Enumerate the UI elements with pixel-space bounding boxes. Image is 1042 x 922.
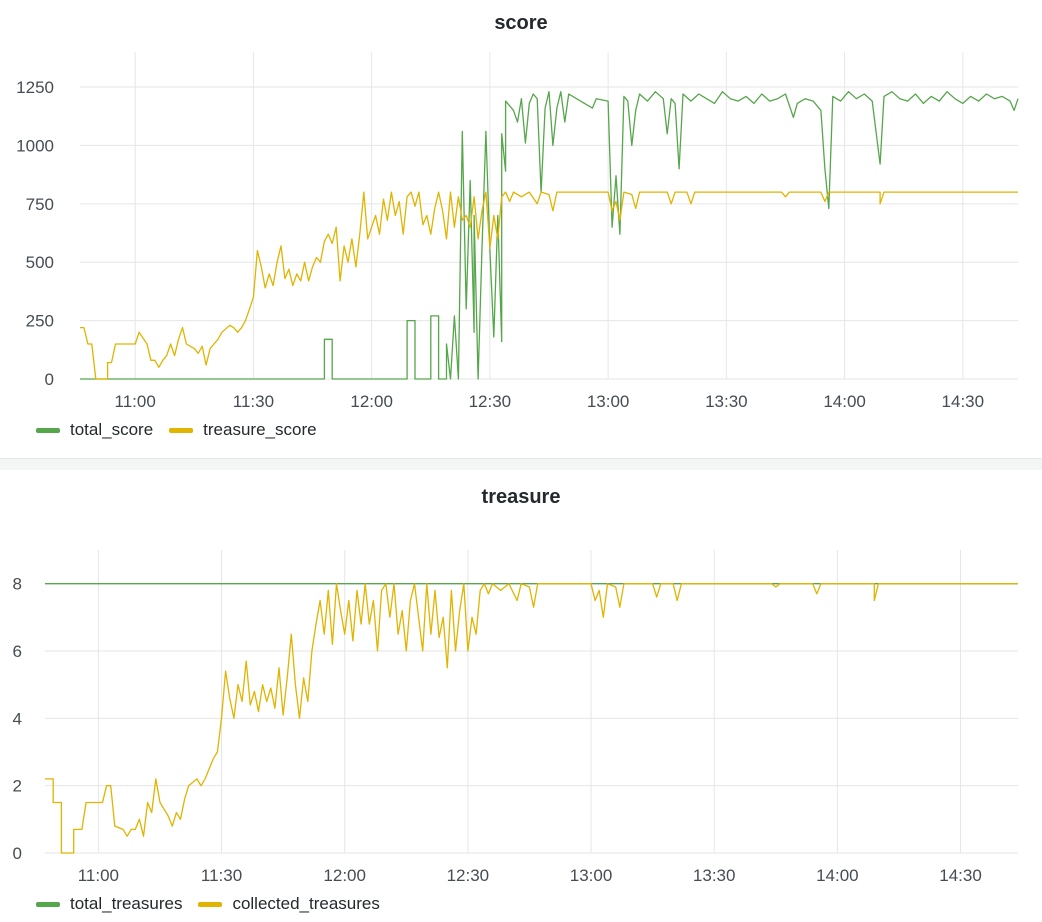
y-tick-label: 6 bbox=[13, 642, 22, 661]
x-tick-label: 11:30 bbox=[201, 866, 242, 885]
treasure-panel: treasure 0 2 4 6 8 11:00 11:30 12:00 12:30 13:00 1… bbox=[0, 470, 1042, 922]
legend: total_score treasure_score bbox=[36, 420, 333, 440]
panel-divider bbox=[0, 458, 1042, 470]
x-tick-label: 11:00 bbox=[115, 392, 156, 411]
legend-label: collected_treasures bbox=[232, 894, 380, 913]
y-tick-label: 1250 bbox=[16, 78, 54, 97]
legend-swatch bbox=[198, 901, 223, 907]
y-tick-label: 250 bbox=[26, 312, 54, 331]
legend-label: total_score bbox=[70, 420, 154, 439]
x-tick-label: 13:30 bbox=[705, 392, 748, 411]
legend-swatch bbox=[169, 427, 194, 433]
x-tick-label: 12:00 bbox=[323, 866, 366, 885]
legend-label: treasure_score bbox=[203, 420, 317, 439]
x-tick-label: 12:30 bbox=[469, 392, 512, 411]
score-panel: score 0 250 500 750 1000 1250 11:00 11:30 12:00 1… bbox=[0, 0, 1042, 458]
series-line-treasure-score bbox=[80, 191, 1018, 380]
x-tick-label: 13:00 bbox=[570, 866, 613, 885]
x-tick-label: 14:30 bbox=[942, 392, 985, 411]
panel-title: score bbox=[494, 12, 548, 34]
y-tick-label: 8 bbox=[13, 575, 22, 594]
legend-item-total-treasures[interactable]: total_treasures bbox=[36, 894, 182, 914]
x-tick-label: 13:00 bbox=[587, 392, 630, 411]
legend-swatch bbox=[36, 901, 60, 907]
legend-item-collected-treasures[interactable]: collected_treasures bbox=[198, 894, 380, 914]
score-chart: 0 250 500 750 1000 1250 11:00 11:30 12:00 12:30 13… bbox=[16, 52, 1019, 411]
x-tick-label: 14:00 bbox=[816, 866, 859, 885]
x-tick-label: 11:30 bbox=[233, 392, 274, 411]
legend-item-treasure-score[interactable]: treasure_score bbox=[169, 420, 317, 440]
legend-item-total-score[interactable]: total_score bbox=[36, 420, 153, 440]
x-tick-label: 14:00 bbox=[823, 392, 866, 411]
y-tick-label: 0 bbox=[13, 844, 22, 863]
y-tick-label: 4 bbox=[13, 709, 22, 728]
y-tick-label: 2 bbox=[13, 777, 22, 796]
y-tick-label: 1000 bbox=[16, 136, 54, 155]
x-tick-label: 14:30 bbox=[939, 866, 982, 885]
y-tick-label: 500 bbox=[26, 253, 54, 272]
x-tick-label: 13:30 bbox=[693, 866, 736, 885]
legend: total_treasures collected_treasures bbox=[36, 894, 396, 914]
y-tick-label: 0 bbox=[45, 370, 54, 389]
panel-title: treasure bbox=[481, 486, 561, 508]
treasure-chart: 0 2 4 6 8 11:00 11:30 12:00 12:30 13:00 13:30 14:00… bbox=[13, 550, 1018, 885]
series-line-collected-treasures bbox=[45, 583, 1018, 854]
legend-label: total_treasures bbox=[70, 894, 183, 913]
y-tick-label: 750 bbox=[26, 195, 54, 214]
x-tick-label: 11:00 bbox=[78, 866, 119, 885]
legend-swatch bbox=[36, 427, 60, 433]
x-tick-label: 12:00 bbox=[350, 392, 393, 411]
series-line-total-score bbox=[80, 91, 1019, 380]
x-tick-label: 12:30 bbox=[447, 866, 490, 885]
